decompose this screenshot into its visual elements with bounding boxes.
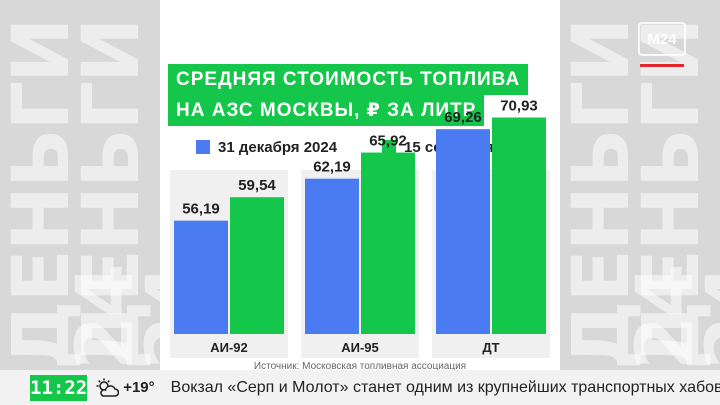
- clock: 11:22: [30, 374, 88, 401]
- right-background-panel: ДЕНЬГИ 24 ДЕНЬГИ 24: [560, 0, 720, 370]
- data-label: 59,54: [238, 177, 276, 194]
- bar: [230, 197, 284, 334]
- ticker-headline: Вокзал «Серп и Молот» станет одним из кр…: [170, 378, 720, 396]
- background-watermark-text: ДЕНЬГИ 24: [67, 19, 160, 370]
- news-ticker: 11:22 +19° Вокзал «Серп и Молот» станет …: [0, 370, 720, 405]
- bar: [436, 129, 490, 334]
- bar: [174, 220, 228, 334]
- legend-swatch-2024: [196, 140, 210, 154]
- bar: [492, 117, 546, 335]
- chart-source: Источник: Московская топливная ассоциаци…: [253, 361, 467, 372]
- temperature: +19°: [123, 379, 155, 396]
- data-label: 62,19: [313, 159, 351, 176]
- category-label: АИ-92: [210, 340, 248, 355]
- chart-title-line-1: СРЕДНЯЯ СТОИМОСТЬ ТОПЛИВА: [168, 64, 529, 95]
- data-label: 56,19: [182, 201, 220, 218]
- bar: [305, 178, 359, 334]
- category-label: ДТ: [482, 340, 499, 355]
- chart-title-line-2: НА АЗС МОСКВЫ, ₽ ЗА ЛИТР: [168, 95, 485, 126]
- chart-card: СРЕДНЯЯ СТОИМОСТЬ ТОПЛИВА НА АЗС МОСКВЫ,…: [160, 0, 560, 372]
- weather: +19°: [95, 378, 155, 398]
- partly-cloudy-icon: [96, 378, 120, 397]
- category-label: АИ-95: [341, 340, 379, 355]
- bar-chart: 56,19 59,54 АИ-92 62,19 65,92 АИ-95 69,26 70,93…: [170, 97, 550, 358]
- data-label: 70,93: [500, 97, 538, 114]
- logo-accent-bar: [640, 64, 684, 67]
- channel-logo: M24: [638, 22, 686, 56]
- data-label: 69,26: [444, 109, 482, 126]
- left-background-panel: ДЕНЬГИ 24 ДЕНЬГИ 24: [0, 0, 160, 370]
- legend-swatch-2025: [382, 140, 396, 154]
- legend-label-2024: 31 декабря 2024: [218, 138, 338, 156]
- legend-item-2024: 31 декабря 2024: [196, 138, 337, 156]
- data-label: 65,92: [369, 133, 407, 150]
- bar: [361, 152, 415, 334]
